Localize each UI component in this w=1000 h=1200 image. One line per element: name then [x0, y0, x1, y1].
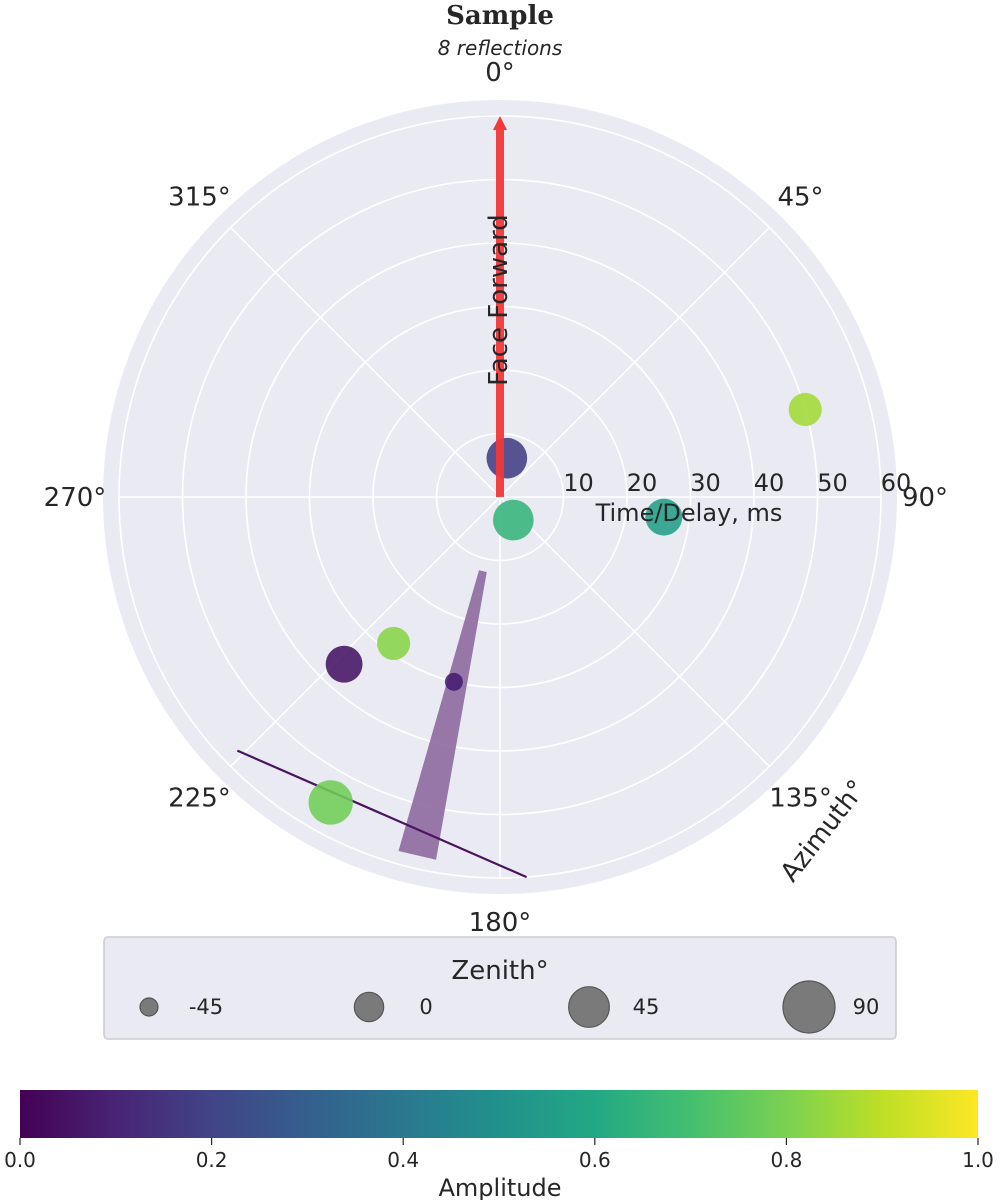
size-legend: Zenith° -45 0 45 90	[103, 936, 897, 1040]
angular-tick-label: 225°	[168, 784, 231, 814]
radial-axis-label: Time/Delay, ms	[595, 499, 783, 527]
grid-spoke	[499, 496, 770, 767]
legend-label: 90	[853, 995, 880, 1019]
radial-tick-labels: 10 20 30 40 50 60	[563, 469, 911, 497]
forward-arrow: Face Forward	[484, 116, 514, 497]
chart-subtitle: 8 reflections	[438, 36, 563, 60]
angular-tick-label: 135°	[769, 784, 832, 814]
colorbar-tick-label: 0.0	[4, 1148, 36, 1172]
legend-label: -45	[189, 995, 223, 1019]
colorbar: 0.0 0.2 0.4 0.6 0.8 1.0 Amplitude	[4, 1090, 994, 1200]
reflection-point	[788, 392, 822, 427]
legend-marker	[568, 986, 610, 1028]
legend-marker	[782, 980, 836, 1034]
radial-tick-label: 50	[817, 469, 848, 497]
radial-tick-label: 40	[754, 469, 785, 497]
angular-tick-label: 315°	[168, 182, 231, 212]
angular-tick-labels: 0° 45° 90° 135° 180° 225° 270° 315°	[44, 58, 948, 938]
arrow-head	[493, 116, 507, 130]
chart-title: Sample	[446, 1, 554, 31]
reflection-point	[645, 498, 683, 536]
angular-tick-label: 270°	[44, 483, 107, 513]
angular-tick-label: 0°	[485, 58, 515, 88]
colorbar-tick-label: 1.0	[962, 1148, 994, 1172]
colorbar-label: Amplitude	[439, 1174, 562, 1200]
legend-entries: -45 0 45 90	[139, 980, 880, 1034]
legend-label: 0	[419, 995, 432, 1019]
wedge-layer	[398, 570, 487, 860]
line-layer	[236, 749, 528, 879]
reflection-point	[493, 499, 534, 541]
colorbar-tick-label: 0.4	[387, 1148, 419, 1172]
grid-spoke	[499, 227, 770, 498]
grid-spoke	[230, 496, 501, 767]
legend-title: Zenith°	[451, 956, 548, 986]
line-mark	[236, 749, 528, 879]
colorbar-tick-label: 0.6	[579, 1148, 611, 1172]
angular-tick-label: 45°	[777, 182, 823, 212]
legend-marker	[353, 991, 385, 1023]
legend-label: 45	[633, 995, 660, 1019]
legend-box	[103, 936, 897, 1040]
colorbar-tick-label: 0.2	[196, 1148, 228, 1172]
radial-tick-label: 20	[627, 469, 658, 497]
reflection-point	[444, 672, 463, 691]
legend-marker	[139, 997, 159, 1017]
arrow-shaft	[496, 128, 504, 497]
reflection-point	[308, 780, 353, 825]
reflection-point	[486, 437, 528, 479]
wedge-mark	[398, 570, 487, 860]
grid-spoke	[230, 227, 501, 498]
colorbar-ticks: 0.0 0.2 0.4 0.6 0.8 1.0	[4, 1138, 994, 1172]
colorbar-gradient	[20, 1090, 978, 1138]
radial-tick-label: 60	[881, 469, 912, 497]
colorbar-tick-label: 0.8	[770, 1148, 802, 1172]
polar-plot-area: Face Forward 10 20 30 40 50 60 0° 45° 90° 135° 18…	[44, 58, 948, 938]
reflection-point	[325, 645, 363, 683]
arrow-label: Face Forward	[484, 214, 514, 386]
angular-tick-label: 90°	[902, 483, 948, 513]
radial-tick-label: 30	[690, 469, 721, 497]
angular-tick-label: 180°	[469, 908, 532, 938]
reflection-point	[377, 626, 411, 660]
radial-tick-label: 10	[563, 469, 594, 497]
